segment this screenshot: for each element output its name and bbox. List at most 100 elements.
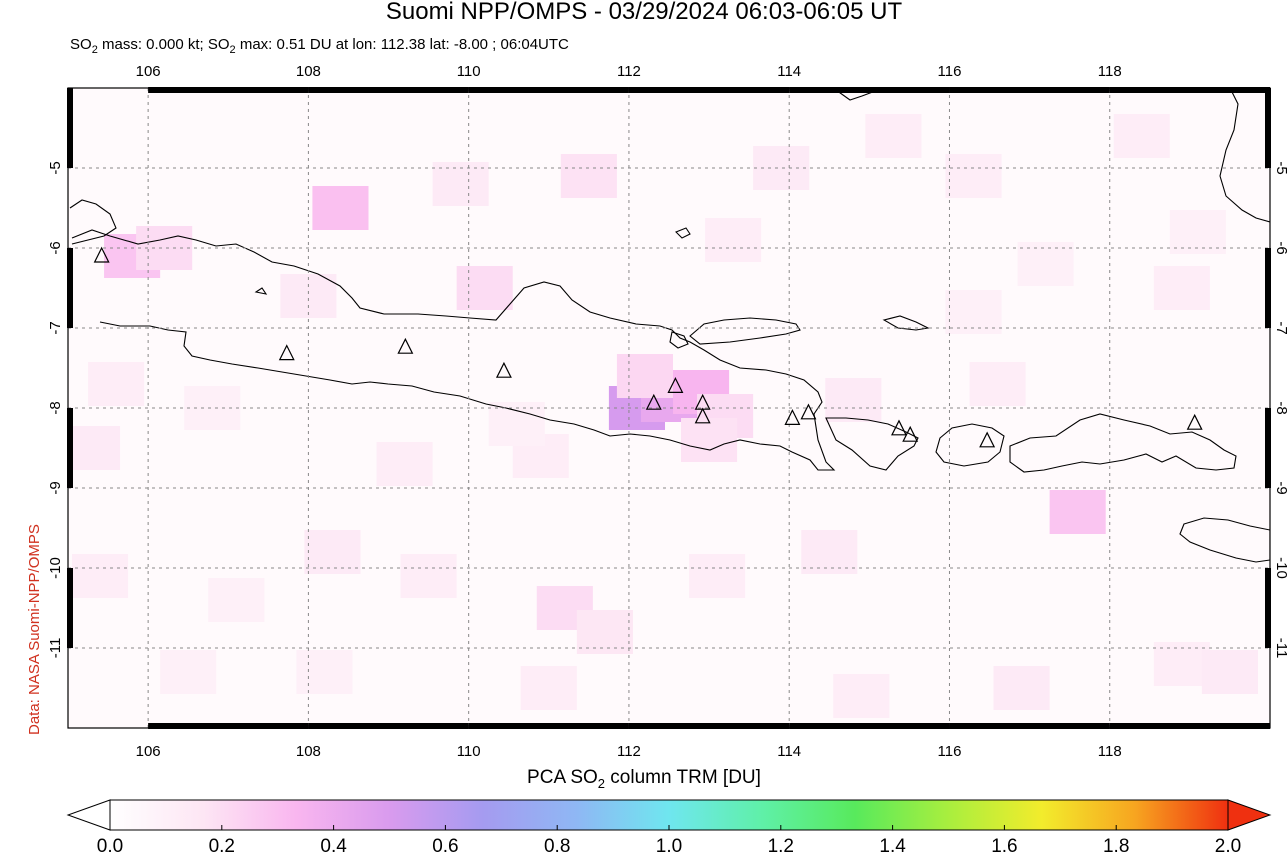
coastline-bali xyxy=(825,417,919,471)
lat-tick-label-right: -6 xyxy=(1273,241,1288,254)
colorbar-tick-label: 0.4 xyxy=(320,836,347,855)
so2-cell xyxy=(689,554,746,598)
volcano-triangle-icon xyxy=(891,419,907,436)
volcano-markers xyxy=(93,246,1203,448)
so2-cell xyxy=(576,610,633,654)
so2-cell xyxy=(681,418,738,462)
so2-cell xyxy=(304,530,361,574)
frame-bar-top xyxy=(628,87,790,93)
so2-cell xyxy=(312,186,369,230)
colorbar-tick-label: 0.0 xyxy=(97,836,123,855)
stats-suffix: max: 0.51 DU at lon: 112.38 lat: -8.00 ;… xyxy=(235,36,569,53)
coastline-sumba xyxy=(1179,517,1270,563)
lon-tick-label-bottom: 116 xyxy=(938,743,962,760)
lon-tick-label-top: 112 xyxy=(617,63,641,80)
volcano-triangle-icon xyxy=(979,431,996,448)
so2-cell xyxy=(1153,266,1210,310)
so2-cell xyxy=(280,274,337,318)
lat-tick-label-left: -6 xyxy=(47,241,64,254)
frame-bar-right xyxy=(1265,408,1271,488)
map-frame-ticks xyxy=(67,87,1271,729)
so2-cell xyxy=(616,354,674,398)
so2-cell xyxy=(72,554,129,598)
so2-cell xyxy=(969,362,1026,406)
colorbar-tick-label: 0.2 xyxy=(209,836,235,855)
frame-bar-top xyxy=(148,87,309,93)
volcano-triangle-icon xyxy=(278,344,295,361)
lon-tick-label-bottom: 106 xyxy=(136,743,161,760)
colorbar-title-prefix: PCA SO xyxy=(527,767,598,788)
colorbar-tick-label: 1.4 xyxy=(879,836,906,855)
volcano-triangle-icon xyxy=(667,377,684,393)
lat-tick-label-right: -8 xyxy=(1273,401,1288,414)
frame-bar-top xyxy=(468,87,629,93)
coastline-sumbawa xyxy=(1009,413,1237,473)
lon-tick-label-bottom: 114 xyxy=(777,743,801,760)
so2-cell xyxy=(865,114,922,158)
so2-cell xyxy=(945,290,1002,334)
so2-cell xyxy=(68,426,121,470)
lon-tick-label-bottom: 112 xyxy=(617,743,641,760)
so2-cells xyxy=(68,114,1258,718)
lon-tick-label-top: 106 xyxy=(136,63,161,80)
colorbar-tick-label: 1.2 xyxy=(768,836,794,855)
so2-stats-line: SO2 mass: 0.000 kt; SO2 max: 0.51 DU at … xyxy=(70,36,569,56)
coastline-madura xyxy=(689,317,801,345)
colorbar-tick-label: 1.6 xyxy=(991,836,1017,855)
lon-tick-label-bottom: 118 xyxy=(1098,743,1122,760)
lat-tick-label-right: -11 xyxy=(1273,638,1288,659)
so2-cell xyxy=(376,442,433,486)
stats-subscript: 2 xyxy=(91,44,98,56)
so2-cell xyxy=(488,402,545,446)
lat-tick-label-left: -9 xyxy=(47,481,64,494)
frame-bar-bottom xyxy=(308,723,469,729)
so2-cell xyxy=(1153,642,1210,686)
frame-bar-top xyxy=(308,87,469,93)
volcano-triangle-icon xyxy=(397,337,414,354)
frame-bar-bottom xyxy=(468,723,629,729)
coastline-kangean xyxy=(882,315,930,331)
colorbar-title-subscript: 2 xyxy=(597,775,606,791)
coastline-bawean xyxy=(675,227,691,239)
so2-cell xyxy=(520,666,577,710)
volcano-triangle-icon xyxy=(694,407,711,424)
volcano-triangle-icon xyxy=(1186,413,1203,430)
lat-tick-label-right: -10 xyxy=(1273,557,1288,579)
lon-tick-label-bottom: 110 xyxy=(457,743,481,760)
colorbar-high-arrow xyxy=(1227,799,1272,831)
lat-tick-label-left: -7 xyxy=(47,321,64,334)
frame-bar-left xyxy=(67,568,73,648)
coastline-surabaya-strait xyxy=(669,331,689,349)
frame-bar-right xyxy=(1265,568,1271,648)
lat-tick-label-left: -11 xyxy=(47,638,64,659)
frame-bar-top xyxy=(1109,87,1270,93)
frame-bar-bottom xyxy=(628,723,790,729)
colorbar-tick-label: 1.0 xyxy=(656,836,682,855)
so2-cell xyxy=(1201,650,1258,694)
lat-tick-label-left: -5 xyxy=(47,161,64,174)
colorbar-title-suffix: column TRM [DU] xyxy=(605,767,761,788)
lon-tick-label-top: 114 xyxy=(777,63,801,80)
axis-labels: 106 106 108 108 110 110 112 112 114 114 116 116 118 1… xyxy=(47,63,1288,760)
so2-cell xyxy=(296,650,353,694)
lon-tick-label-top: 108 xyxy=(296,63,321,80)
so2-cell xyxy=(993,666,1050,710)
coastline-sulawesi xyxy=(1219,88,1270,223)
frame-bar-bottom xyxy=(789,723,950,729)
plot-title: Suomi NPP/OMPS - 03/29/2024 06:03-06:05 … xyxy=(385,0,903,25)
graticule xyxy=(68,88,1270,728)
so2-cell xyxy=(432,162,489,206)
lat-tick-label-left: -8 xyxy=(47,401,64,414)
lat-tick-label-right: -7 xyxy=(1273,321,1288,334)
coastline-sumatra xyxy=(69,199,117,245)
so2-cell xyxy=(705,218,762,262)
so2-cell xyxy=(136,226,193,270)
frame-bar-bottom xyxy=(949,723,1110,729)
lat-tick-label-left: -10 xyxy=(47,557,64,579)
lon-tick-label-top: 116 xyxy=(938,63,962,80)
so2-cell xyxy=(825,378,882,422)
so2-cell xyxy=(1113,114,1170,158)
so2-cell xyxy=(88,362,145,406)
frame-bar-left xyxy=(67,408,73,488)
